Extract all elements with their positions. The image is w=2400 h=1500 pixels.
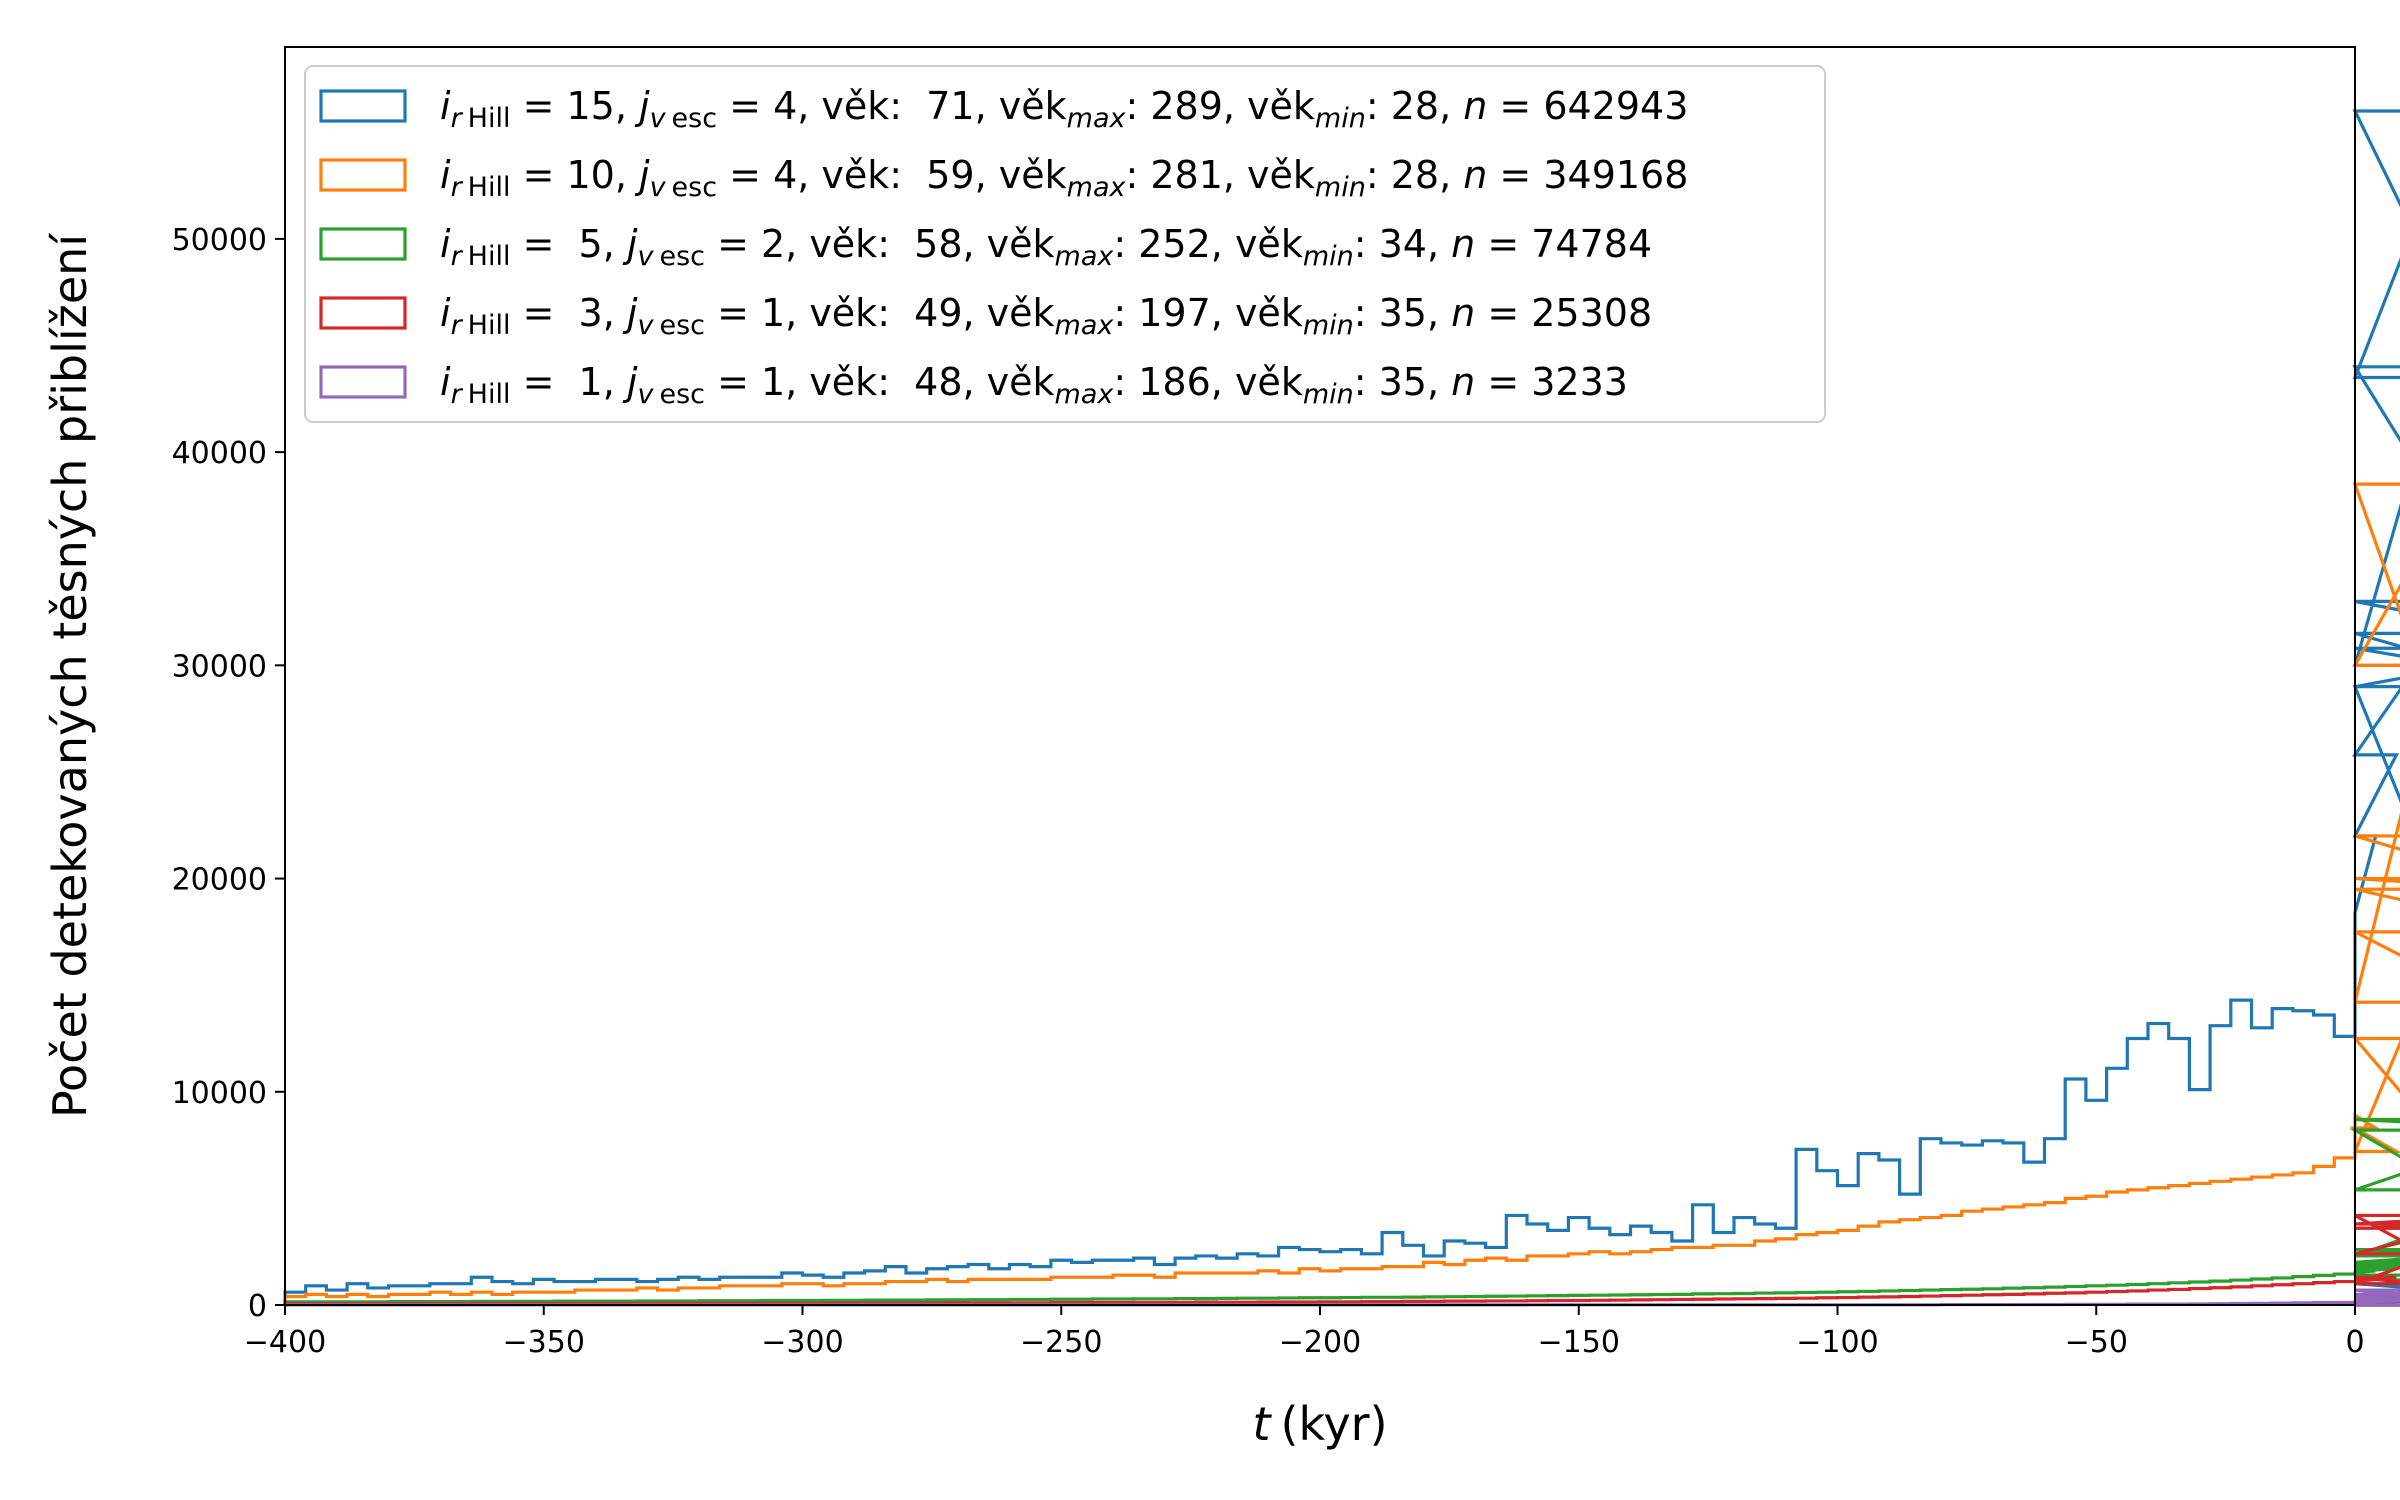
plot-area <box>283 46 2400 1307</box>
x-tick-label: −300 <box>761 1325 843 1360</box>
legend-swatch-0 <box>319 89 407 123</box>
legend-swatch-3 <box>319 296 407 330</box>
x-tick-label: −200 <box>1279 1325 1361 1360</box>
legend-label-0: ir Hill = 15, jv esc = 4, věk: 71, věkmax:… <box>440 84 1688 134</box>
legend-frame <box>304 65 1826 423</box>
legend-swatch-4 <box>319 365 407 399</box>
y-axis: 0 10000 20000 30000 40000 50000 <box>172 223 285 1324</box>
x-axis-label: t (kyr) <box>1252 1397 1387 1451</box>
series-1-step-line <box>283 482 2400 1307</box>
x-tick-label: −100 <box>1796 1325 1878 1360</box>
x-axis-label-unit: (kyr) <box>1281 1397 1388 1451</box>
legend-label-3: ir Hill = 3, jv esc = 1, věk: 49, věkmax: … <box>440 291 1652 341</box>
y-tick-label: 40000 <box>172 436 267 471</box>
y-tick-label: 30000 <box>172 649 267 684</box>
legend-items: ir Hill = 15, jv esc = 4, věk: 71, věkmax:… <box>319 84 1688 410</box>
legend-swatch-2 <box>319 227 407 261</box>
x-tick-label: −250 <box>1020 1325 1102 1360</box>
x-tick-label: 0 <box>2345 1325 2364 1360</box>
legend: ir Hill = 15, jv esc = 4, věk: 71, věkmax:… <box>304 65 1826 423</box>
x-axis: −400 −350 −300 −250 −200 −150 −100 −50 0 <box>244 1305 2365 1360</box>
x-tick-label: −400 <box>244 1325 326 1360</box>
series-3-step-line <box>283 1213 2400 1307</box>
legend-swatch-1 <box>319 158 407 192</box>
x-tick-label: −50 <box>2065 1325 2128 1360</box>
x-tick-label: −150 <box>1538 1325 1620 1360</box>
y-tick-label: 20000 <box>172 863 267 898</box>
y-tick-label: 0 <box>248 1289 267 1324</box>
legend-label-4: ir Hill = 1, jv esc = 1, věk: 48, věkmax: … <box>440 360 1628 410</box>
legend-label-1: ir Hill = 10, jv esc = 4, věk: 59, věkmax:… <box>440 153 1688 203</box>
y-tick-label: 10000 <box>172 1076 267 1111</box>
y-axis-label: Počet detekovaných těsných přiblížení <box>43 233 97 1118</box>
x-axis-label-var: t <box>1252 1397 1272 1451</box>
series-2-step-line <box>283 1117 2400 1307</box>
y-tick-label: 50000 <box>172 223 267 258</box>
legend-label-2: ir Hill = 5, jv esc = 2, věk: 58, věkmax: … <box>440 222 1652 272</box>
x-tick-label: −350 <box>503 1325 585 1360</box>
